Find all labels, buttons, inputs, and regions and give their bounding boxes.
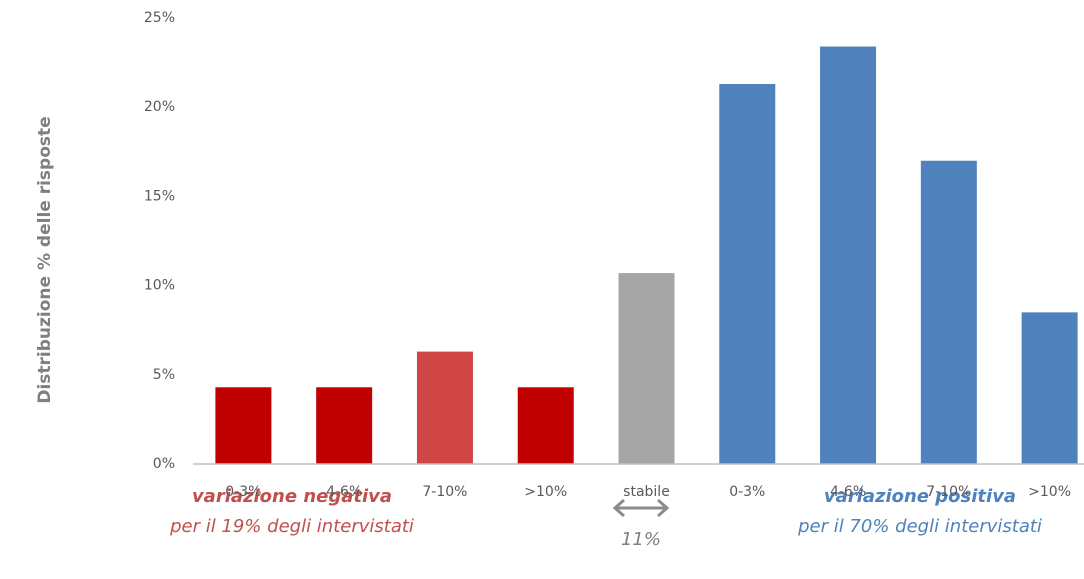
bar — [416, 351, 473, 464]
bar — [316, 387, 373, 464]
y-tick-label: 15% — [144, 188, 175, 204]
y-axis-label: Distribuzione % delle risposte — [35, 116, 55, 403]
annotation: 11% — [621, 529, 661, 550]
bar — [820, 46, 877, 464]
x-tick-label: 4-6% — [830, 484, 866, 500]
bar — [517, 387, 574, 464]
bar — [618, 273, 675, 464]
y-tick-label: 25% — [144, 10, 175, 26]
x-tick-label: 4-6% — [326, 484, 362, 500]
x-tick-label: 7-10% — [926, 484, 971, 500]
y-tick-label: 10% — [144, 278, 175, 294]
bar — [719, 84, 776, 465]
y-tick-label: 0% — [153, 456, 175, 472]
bar — [1021, 312, 1078, 464]
x-tick-label: >10% — [524, 484, 567, 500]
annotation: per il 70% degli intervistati — [797, 516, 1042, 537]
y-tick-label: 20% — [144, 99, 175, 115]
x-tick-label: >10% — [1028, 484, 1071, 500]
y-tick-label: 5% — [153, 367, 175, 383]
annotation: variazione negativa — [192, 486, 392, 507]
annotation: per il 19% degli intervistati — [169, 516, 414, 537]
x-tick-label: 0-3% — [225, 484, 261, 500]
bar — [215, 387, 272, 464]
x-tick-label: stabile — [623, 484, 670, 500]
bar — [920, 160, 977, 464]
x-tick-label: 7-10% — [422, 484, 467, 500]
x-tick-label: 0-3% — [729, 484, 765, 500]
annotation: variazione positiva — [824, 486, 1016, 507]
double-arrow — [612, 498, 670, 518]
